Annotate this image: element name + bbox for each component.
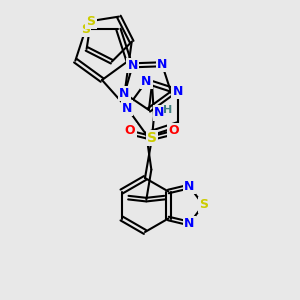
Text: N: N	[154, 106, 164, 119]
Text: N: N	[119, 87, 130, 100]
Text: S: S	[199, 199, 208, 212]
Text: O: O	[125, 124, 135, 137]
Text: N: N	[184, 217, 195, 230]
Text: N: N	[122, 101, 132, 115]
Text: N: N	[184, 180, 195, 193]
Text: N: N	[157, 58, 167, 71]
Text: S: S	[81, 23, 90, 36]
Text: S: S	[147, 131, 157, 145]
Text: H: H	[164, 105, 172, 115]
Text: N: N	[128, 59, 138, 72]
Text: O: O	[169, 124, 179, 137]
Text: N: N	[172, 85, 183, 98]
Text: S: S	[86, 14, 95, 28]
Text: N: N	[141, 75, 152, 88]
